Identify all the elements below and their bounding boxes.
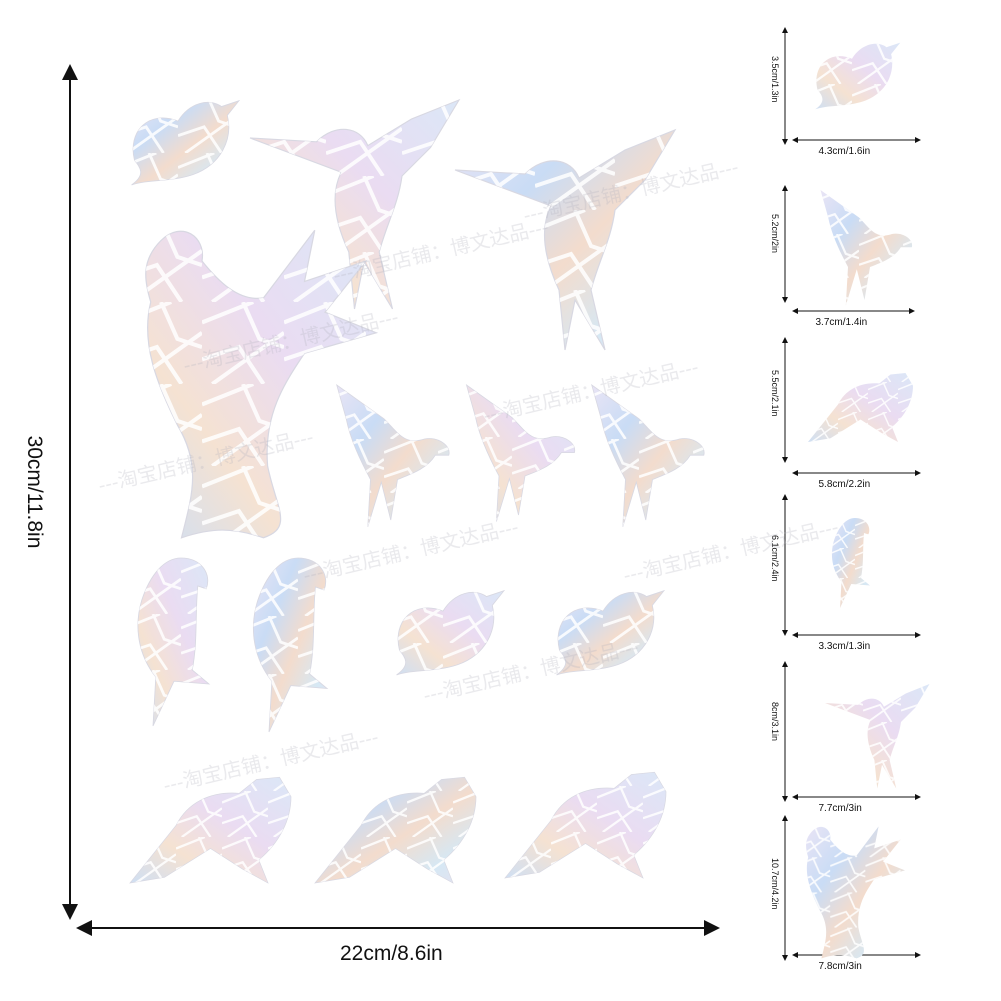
swallow-icon [314, 776, 477, 884]
sheet-height-label: 30cm/11.8in [23, 435, 46, 549]
guide-height-label: 5.2cm/2in [770, 214, 780, 254]
parrot-icon [831, 518, 870, 608]
guide-width-label: 5.8cm/2.2in [818, 479, 871, 490]
swallow-icon [129, 776, 292, 884]
parrot-icon [252, 557, 329, 733]
guide-width-label: 7.8cm/3in [818, 961, 862, 972]
guide-height-label: 5.5cm/2.1in [770, 370, 780, 417]
tweet-bird-icon [131, 99, 241, 186]
parrot-icon [137, 557, 211, 727]
guide-height-label: 6.1cm/2.4in [770, 535, 780, 582]
hummingbird-icon [454, 128, 677, 351]
tweet-bird-icon [556, 589, 666, 676]
guide-width-label: 3.7cm/1.4in [815, 317, 868, 328]
guide-height-label: 8cm/3.1in [770, 701, 780, 741]
dove-icon [806, 826, 905, 959]
swallow-icon [504, 771, 667, 879]
guide-width-label: 3.3cm/1.3in [818, 641, 871, 652]
hummingbird-icon [825, 684, 930, 789]
small-bird-icon [465, 384, 576, 522]
guide-width-label: 4.3cm/1.6in [818, 146, 871, 157]
guide-height-label: 3.5cm/1.3in [770, 56, 780, 103]
guide-height-label: 10.7cm/4.2in [770, 858, 780, 910]
small-bird-icon [336, 384, 450, 527]
guide-width-label: 7.7cm/3in [818, 803, 862, 814]
tweet-bird-icon [815, 42, 901, 110]
tweet-bird-icon [396, 589, 506, 676]
swallow-icon [808, 373, 913, 442]
sheet-width-label: 22cm/8.6in [340, 942, 443, 965]
hummingbird-icon [249, 98, 461, 310]
dove-icon [145, 229, 379, 539]
small-bird-icon [591, 384, 705, 527]
small-bird-icon [820, 190, 913, 306]
